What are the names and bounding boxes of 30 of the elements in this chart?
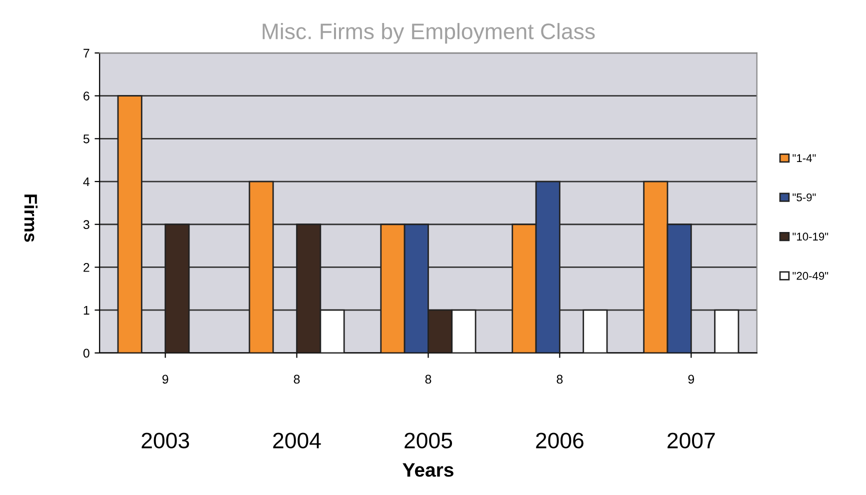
y-tick-label: 0 bbox=[83, 348, 90, 358]
text: 2004 bbox=[273, 432, 321, 448]
x-axis-title: Years bbox=[402, 463, 454, 477]
y-tick-label: 2 bbox=[84, 263, 90, 272]
legend-label: "1-4" bbox=[792, 154, 816, 162]
x-tick-label: 9 bbox=[162, 374, 168, 384]
y-tick-label: 3 bbox=[83, 220, 90, 230]
chart-title: Misc. Firms by Employment Class bbox=[262, 22, 595, 44]
text: 2003 bbox=[142, 432, 190, 448]
x-tick-label: 8 bbox=[556, 374, 563, 384]
text: 2006 bbox=[536, 432, 584, 448]
y-tick-label: 7 bbox=[84, 48, 90, 58]
text: 2007 bbox=[668, 432, 715, 448]
x-tick-label: 9 bbox=[688, 374, 694, 384]
bar bbox=[582, 309, 608, 353]
bar bbox=[714, 309, 740, 353]
legend-label: "5-9" bbox=[792, 193, 816, 202]
text: 2005 bbox=[404, 432, 452, 448]
x-tick-label: 8 bbox=[294, 374, 300, 384]
y-tick-label: 5 bbox=[83, 134, 90, 144]
y-tick-label: 4 bbox=[83, 177, 90, 186]
legend-label: "10-19" bbox=[792, 232, 828, 241]
y-axis-title: Firms bbox=[24, 194, 38, 242]
y-tick-label: 1 bbox=[84, 306, 90, 315]
bar bbox=[164, 224, 190, 353]
y-tick-label: 6 bbox=[84, 92, 90, 100]
bar bbox=[248, 180, 274, 353]
legend-label: "20-49" bbox=[792, 272, 828, 280]
x-tick-label: 8 bbox=[425, 374, 432, 384]
bar bbox=[117, 95, 142, 353]
